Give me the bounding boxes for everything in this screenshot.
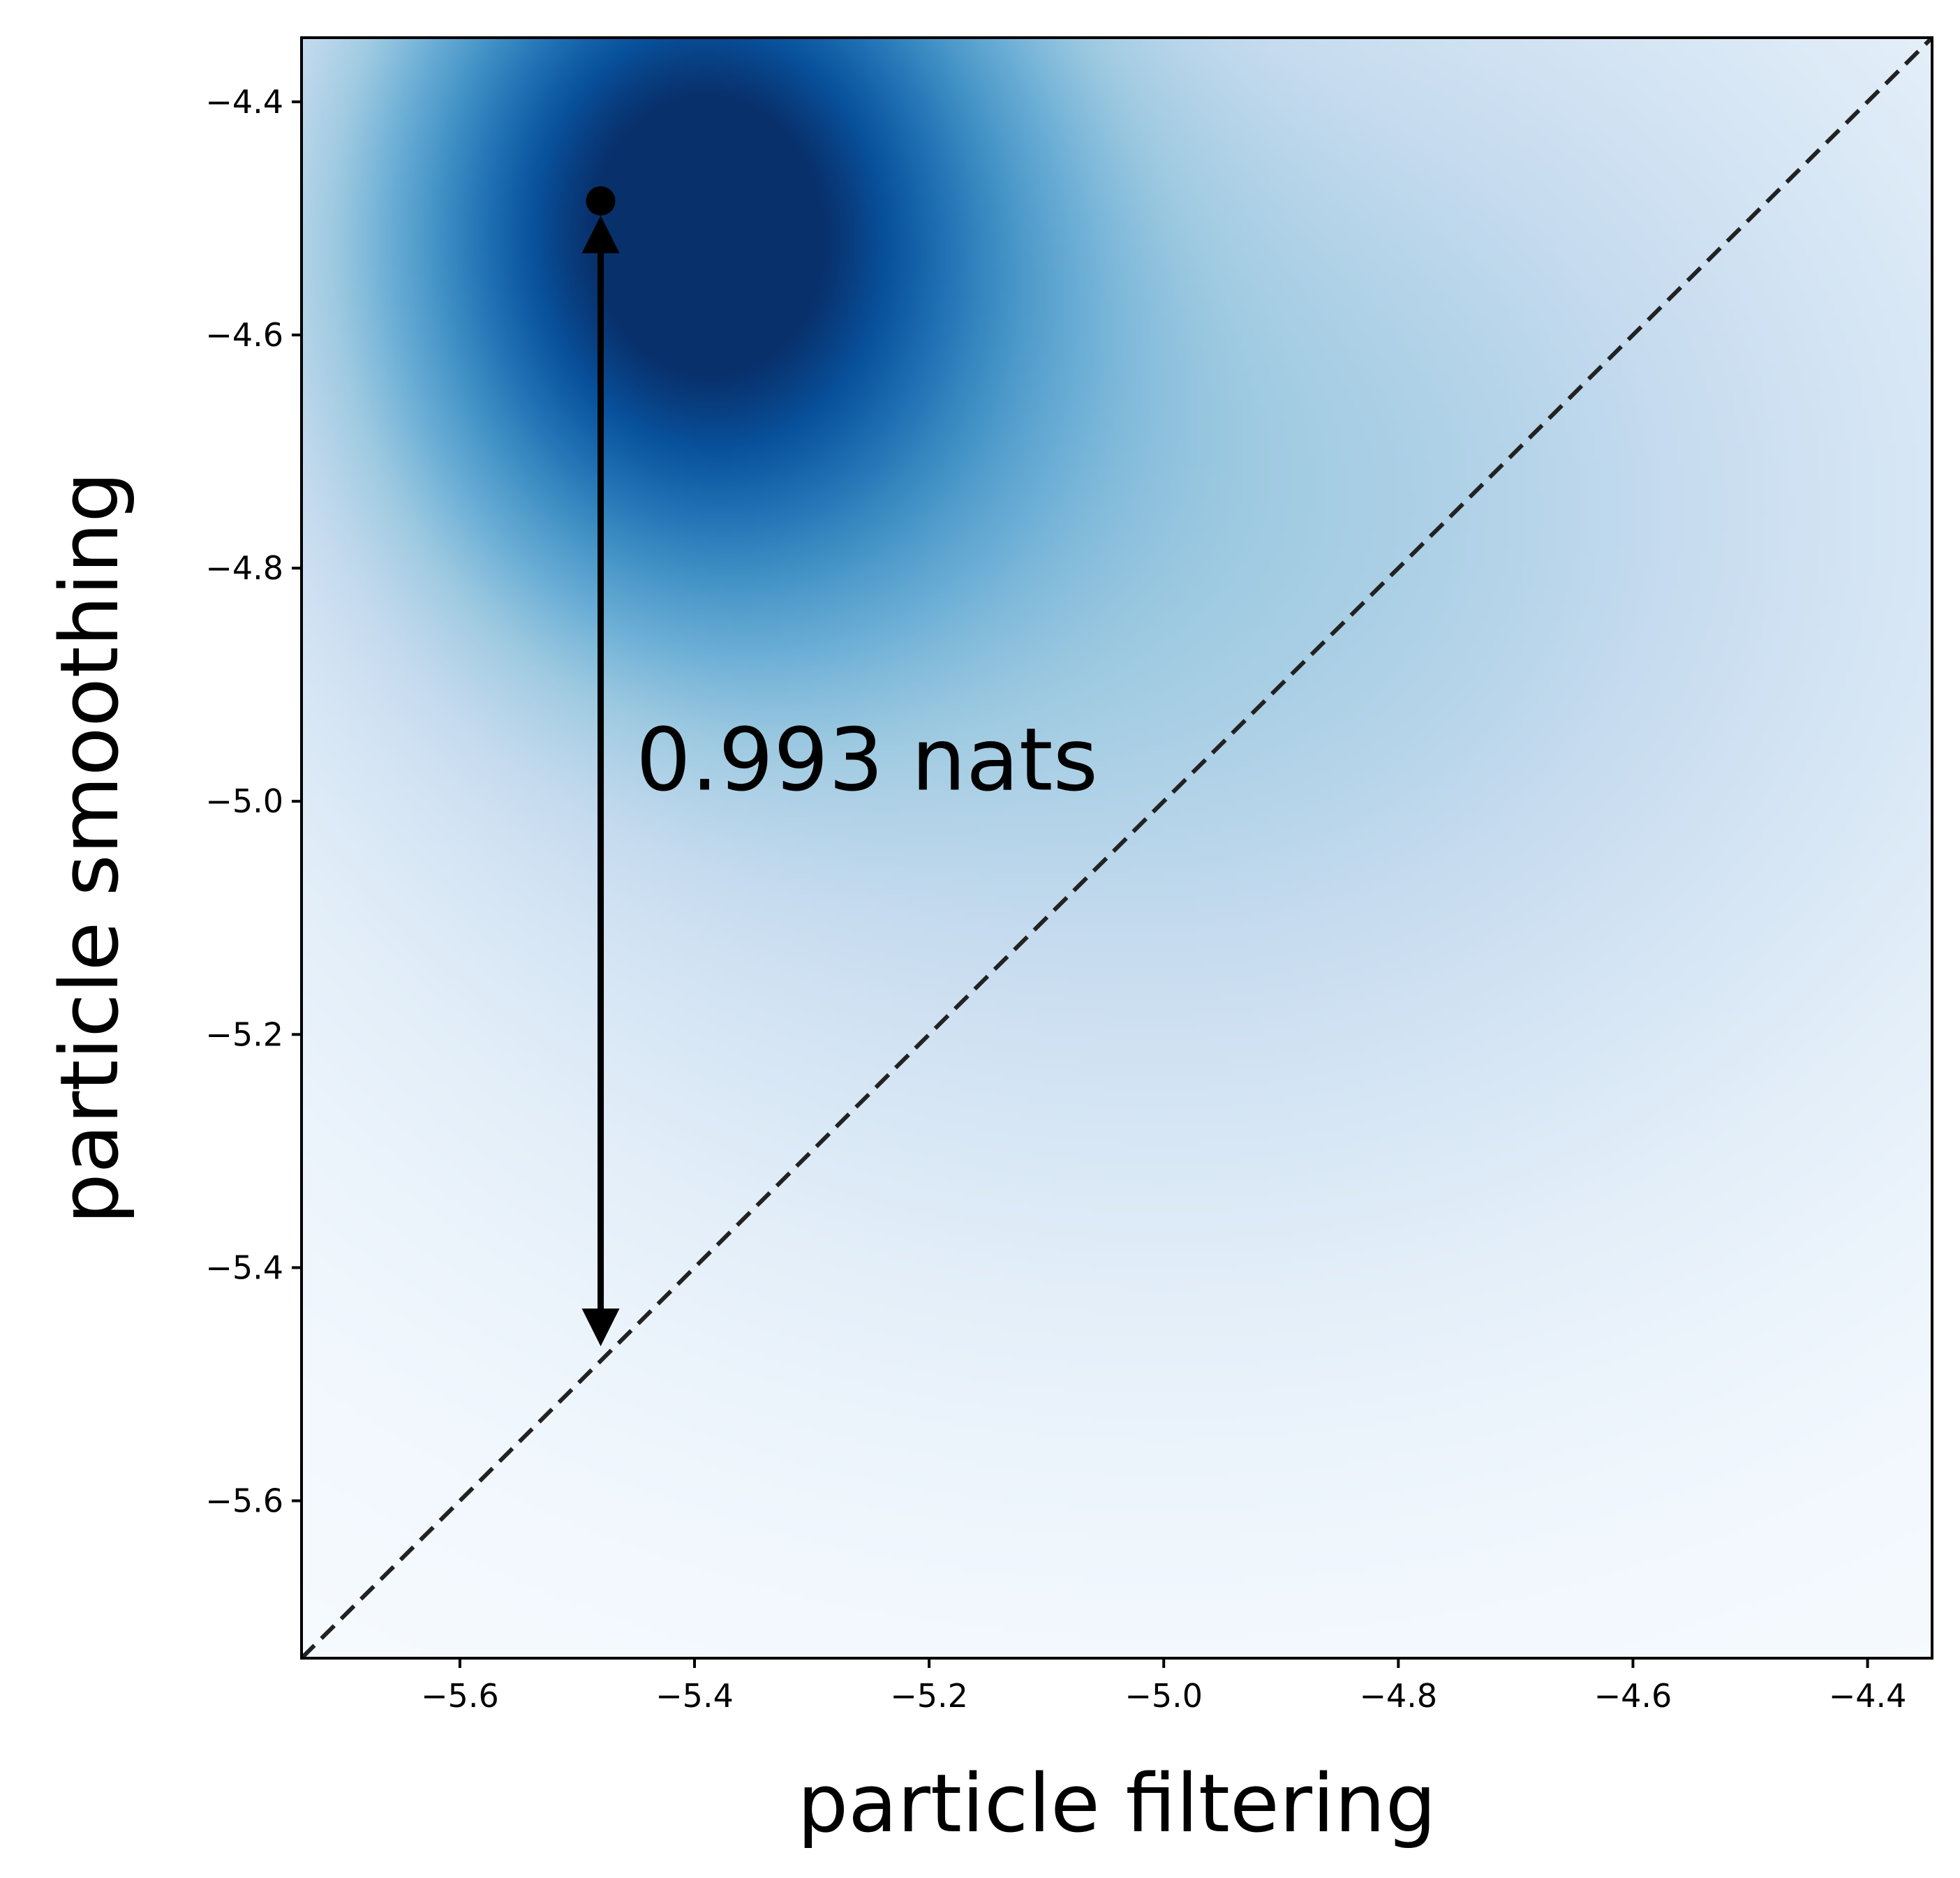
x-tick-label: −5.6 [421,1677,499,1715]
y-tick-label: −5.6 [205,1482,283,1519]
y-axis: −5.6 −5.4 −5.2 −5.0 −4.8 −4.6 −4.4 [205,83,302,1519]
x-tick-label: −4.4 [1829,1677,1907,1715]
x-tick-label: −5.0 [1124,1677,1203,1715]
y-tick-label: −5.4 [205,1249,283,1286]
y-tick-label: −5.2 [205,1015,283,1053]
y-tick-label: −4.8 [205,549,283,587]
x-tick-label: −5.4 [655,1677,734,1715]
x-tick-label: −4.8 [1359,1677,1437,1715]
point-marker [586,186,616,216]
x-tick-label: −5.2 [890,1677,968,1715]
x-axis-label: particle filtering [797,1757,1436,1851]
plot-frame [300,36,1933,1660]
y-tick-label: −4.6 [205,316,283,354]
x-axis: −5.6 −5.4 −5.2 −5.0 −4.8 −4.6 −4.4 [421,1658,1906,1715]
reference-diagonal-line [302,38,1932,1658]
x-tick-label: −4.6 [1594,1677,1672,1715]
y-tick-label: −5.0 [205,782,283,820]
annotation-label: 0.993 nats [636,710,1098,811]
y-axis-label: particle smoothing [43,472,137,1225]
y-tick-label: −4.4 [205,83,283,121]
